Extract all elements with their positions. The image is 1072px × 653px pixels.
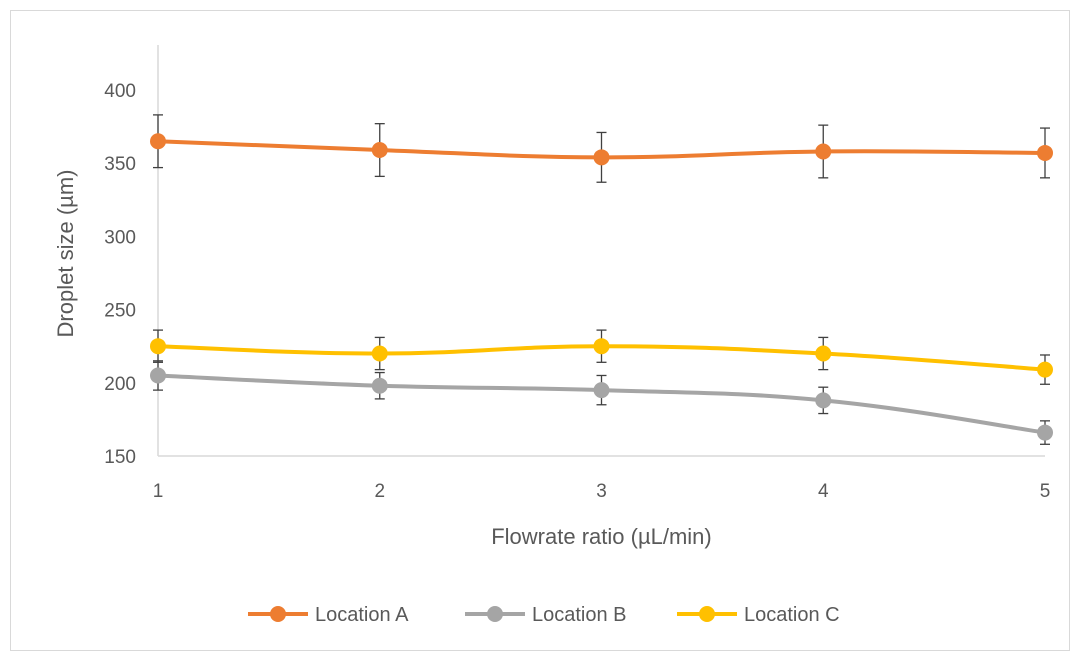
legend-item-location-c: Location C [677, 604, 840, 626]
legend-item-location-b: Location B [465, 604, 627, 626]
legend-label: Location B [532, 604, 627, 626]
y-tick-label: 400 [104, 81, 136, 102]
data-point-location-b [593, 382, 610, 399]
y-tick-label: 350 [104, 154, 136, 175]
data-point-location-a [593, 149, 610, 166]
legend-swatch-marker [699, 606, 715, 622]
x-tick-label: 2 [374, 481, 385, 502]
y-axis-title: Droplet size (µm) [53, 170, 78, 338]
y-tick-label: 250 [104, 301, 136, 322]
x-tick-label: 5 [1040, 481, 1051, 502]
legend: Location A Location B Location C [248, 604, 840, 626]
y-tick-label: 300 [104, 227, 136, 248]
x-tick-label: 1 [153, 481, 164, 502]
x-tick-label: 4 [818, 481, 829, 502]
series-layer [150, 114, 1053, 445]
data-point-location-a [815, 143, 832, 160]
data-point-location-b [1037, 424, 1053, 441]
data-point-location-b [815, 392, 832, 409]
legend-label: Location A [315, 604, 409, 626]
series-location-a [150, 114, 1053, 183]
legend-swatch-marker [487, 606, 503, 622]
y-tick-labels: 150 200 250 300 350 400 [104, 81, 136, 468]
legend-label: Location C [744, 604, 840, 626]
data-point-location-c [150, 338, 166, 355]
x-tick-label: 3 [596, 481, 607, 502]
data-point-location-b [150, 367, 166, 384]
chart-frame [10, 10, 1070, 651]
data-point-location-c [815, 345, 832, 362]
y-tick-label: 150 [104, 447, 136, 468]
legend-swatch-marker [270, 606, 286, 622]
legend-item-location-a: Location A [248, 604, 409, 626]
series-location-b [150, 360, 1053, 445]
data-point-location-c [371, 345, 388, 362]
data-point-location-c [593, 338, 610, 355]
series-location-c [150, 329, 1053, 385]
x-axis-title: Flowrate ratio (µL/min) [491, 524, 712, 549]
data-point-location-b [371, 377, 388, 394]
data-point-location-c [1037, 361, 1053, 378]
data-point-location-a [1037, 144, 1053, 161]
data-point-location-a [371, 142, 388, 159]
y-tick-label: 200 [104, 374, 136, 395]
x-tick-labels: 1 2 3 4 5 [153, 481, 1051, 502]
data-point-location-a [150, 133, 166, 150]
